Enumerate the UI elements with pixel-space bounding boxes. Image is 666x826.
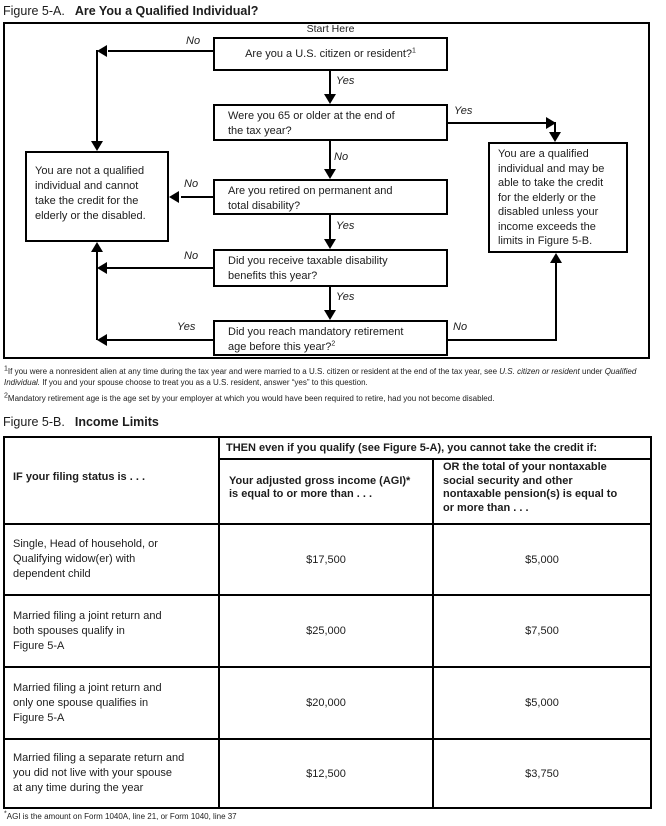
arrowhead-up-icon xyxy=(91,242,103,252)
footnote-1-text: under xyxy=(579,367,605,376)
column-header-then: THEN even if you qualify (see Figure 5-A… xyxy=(217,436,653,460)
yes-label-q5: Yes xyxy=(177,321,196,333)
pension-amount-cell: $3,750 xyxy=(431,738,653,809)
qualified-box: You are a qualified individual and may b… xyxy=(488,142,628,253)
yes-label-q4: Yes xyxy=(336,291,355,303)
question-box-citizen: Are you a U.S. citizen or resident?1 xyxy=(213,37,448,71)
agi-amount-cell: $20,000 xyxy=(218,666,434,740)
no-label-q5: No xyxy=(453,321,468,333)
question-box-age-65: Were you 65 or older at the end of the t… xyxy=(213,104,448,141)
connector-line xyxy=(555,262,557,341)
filing-status-cell: Married filing a joint return and both s… xyxy=(3,594,220,668)
footnote-2-marker: 2 xyxy=(4,392,8,400)
figure-5b-label: Figure 5-B. xyxy=(3,415,65,429)
yes-label-q2: Yes xyxy=(454,105,473,117)
column-header-pension: OR the total of your nontaxable social s… xyxy=(431,458,653,525)
footnote-1-marker: 1 xyxy=(4,365,8,373)
connector-line xyxy=(329,287,331,311)
table-row: Single, Head of household, or Qualifying… xyxy=(3,523,653,596)
footnote-ref-2: 2 xyxy=(331,340,336,348)
no-label-q4: No xyxy=(184,250,199,262)
no-label-q3: No xyxy=(184,178,199,190)
pension-amount-cell: $5,000 xyxy=(431,666,653,740)
connector-line xyxy=(107,339,213,341)
figure-5a-title: Are You a Qualified Individual? xyxy=(74,4,259,18)
figure-5a-heading: Figure 5-A. Are You a Qualified Individua… xyxy=(3,4,258,18)
arrowhead-down-icon xyxy=(324,94,336,104)
arrowhead-left-icon xyxy=(97,262,107,274)
no-label-q1: No xyxy=(186,35,201,47)
table-row: Married filing a joint return and both s… xyxy=(3,594,653,668)
connector-line xyxy=(108,50,213,52)
footnote-2: 2Mandatory retirement age is the age set… xyxy=(4,392,664,405)
connector-line xyxy=(96,50,98,142)
arrowhead-right-icon xyxy=(546,117,556,129)
connector-line xyxy=(107,267,213,269)
filing-status-cell: Married filing a separate return and you… xyxy=(3,738,220,809)
question-box-disability: Are you retired on permanent and total d… xyxy=(213,179,448,215)
arrowhead-left-icon xyxy=(97,45,107,57)
connector-line xyxy=(96,252,98,340)
arrowhead-down-icon xyxy=(324,310,336,320)
footnote-1: 1If you were a nonresident alien at any … xyxy=(4,365,664,388)
figure-5b-title: Income Limits xyxy=(74,415,159,429)
arrowhead-down-icon xyxy=(549,132,561,142)
connector-line xyxy=(329,71,331,95)
yes-label-q3: Yes xyxy=(336,220,355,232)
column-header-filing-status: IF your filing status is . . . xyxy=(3,436,220,525)
agi-amount-cell: $17,500 xyxy=(218,523,434,596)
column-header-agi: Your adjusted gross income (AGI)* is equ… xyxy=(218,458,434,525)
arrowhead-down-icon xyxy=(91,141,103,151)
not-qualified-box: You are not a qualified individual and c… xyxy=(25,151,169,242)
pension-amount-cell: $5,000 xyxy=(431,523,653,596)
agi-footnote-text: AGI is the amount on Form 1040A, line 21… xyxy=(6,812,237,821)
agi-amount-cell: $12,500 xyxy=(218,738,434,809)
table-row: Married filing a joint return and only o… xyxy=(3,666,653,740)
question-box-taxable-benefits: Did you receive taxable disability benef… xyxy=(213,249,448,287)
footnote-1-italic-ref: Qualified Individual. xyxy=(4,367,637,387)
connector-line xyxy=(181,196,213,198)
start-here-label: Start Here xyxy=(306,23,355,35)
figure-5a-label: Figure 5-A. xyxy=(3,4,65,18)
filing-status-cell: Single, Head of household, or Qualifying… xyxy=(3,523,220,596)
question-box-mandatory-retirement: Did you reach mandatory retirement age b… xyxy=(213,320,448,356)
yes-label-q1: Yes xyxy=(336,75,355,87)
arrowhead-left-icon xyxy=(97,334,107,346)
arrowhead-down-icon xyxy=(324,239,336,249)
footnote-1-text: If you were a nonresident alien at any t… xyxy=(7,367,500,376)
flowchart-border xyxy=(3,22,650,359)
no-label-q2: No xyxy=(334,151,349,163)
agi-footnote: *AGI is the amount on Form 1040A, line 2… xyxy=(4,810,237,821)
pension-amount-cell: $7,500 xyxy=(431,594,653,668)
agi-footnote-marker: * xyxy=(4,810,7,818)
footnote-ref-1: 1 xyxy=(412,46,416,54)
footnote-1-italic-ref: U.S. citizen or resident xyxy=(499,367,580,376)
income-limits-table: IF your filing status is . . . THEN even… xyxy=(3,436,653,809)
connector-line xyxy=(448,339,557,341)
footnote-1-text: If you and your spouse choose to treat y… xyxy=(40,377,368,387)
question-mandatory-retirement-text: Did you reach mandatory retirement age b… xyxy=(228,326,404,353)
table-row: Married filing a separate return and you… xyxy=(3,738,653,809)
connector-line xyxy=(329,141,331,170)
filing-status-cell: Married filing a joint return and only o… xyxy=(3,666,220,740)
connector-line xyxy=(554,122,556,133)
connector-line xyxy=(329,215,331,240)
connector-line xyxy=(448,122,546,124)
question-citizen-text: Are you a U.S. citizen or resident? xyxy=(245,47,412,60)
arrowhead-up-icon xyxy=(550,253,562,263)
footnote-2-text: Mandatory retirement age is the age set … xyxy=(7,394,495,403)
arrowhead-left-icon xyxy=(169,191,179,203)
agi-amount-cell: $25,000 xyxy=(218,594,434,668)
figure-5b-heading: Figure 5-B. Income Limits xyxy=(3,415,159,429)
arrowhead-down-icon xyxy=(324,169,336,179)
